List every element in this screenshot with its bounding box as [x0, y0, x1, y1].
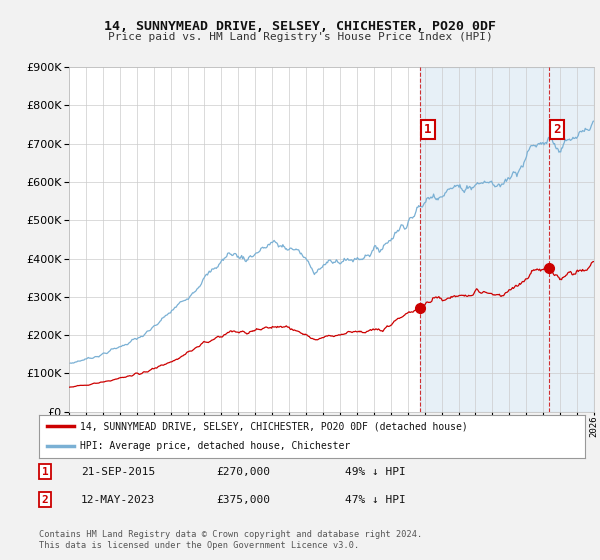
Text: 2: 2 — [554, 123, 561, 136]
Text: Contains HM Land Registry data © Crown copyright and database right 2024.: Contains HM Land Registry data © Crown c… — [39, 530, 422, 539]
Text: 12-MAY-2023: 12-MAY-2023 — [81, 494, 155, 505]
Bar — [420, 67, 594, 412]
Text: Price paid vs. HM Land Registry's House Price Index (HPI): Price paid vs. HM Land Registry's House … — [107, 32, 493, 42]
Text: 1: 1 — [41, 466, 49, 477]
Text: 14, SUNNYMEAD DRIVE, SELSEY, CHICHESTER, PO20 0DF: 14, SUNNYMEAD DRIVE, SELSEY, CHICHESTER,… — [104, 20, 496, 32]
Text: 49% ↓ HPI: 49% ↓ HPI — [345, 466, 406, 477]
Text: 14, SUNNYMEAD DRIVE, SELSEY, CHICHESTER, PO20 0DF (detached house): 14, SUNNYMEAD DRIVE, SELSEY, CHICHESTER,… — [80, 422, 468, 431]
Text: 47% ↓ HPI: 47% ↓ HPI — [345, 494, 406, 505]
Text: HPI: Average price, detached house, Chichester: HPI: Average price, detached house, Chic… — [80, 441, 350, 451]
Text: 21-SEP-2015: 21-SEP-2015 — [81, 466, 155, 477]
Text: This data is licensed under the Open Government Licence v3.0.: This data is licensed under the Open Gov… — [39, 541, 359, 550]
Text: £270,000: £270,000 — [216, 466, 270, 477]
Text: £375,000: £375,000 — [216, 494, 270, 505]
Text: 2: 2 — [41, 494, 49, 505]
Text: 1: 1 — [424, 123, 431, 136]
